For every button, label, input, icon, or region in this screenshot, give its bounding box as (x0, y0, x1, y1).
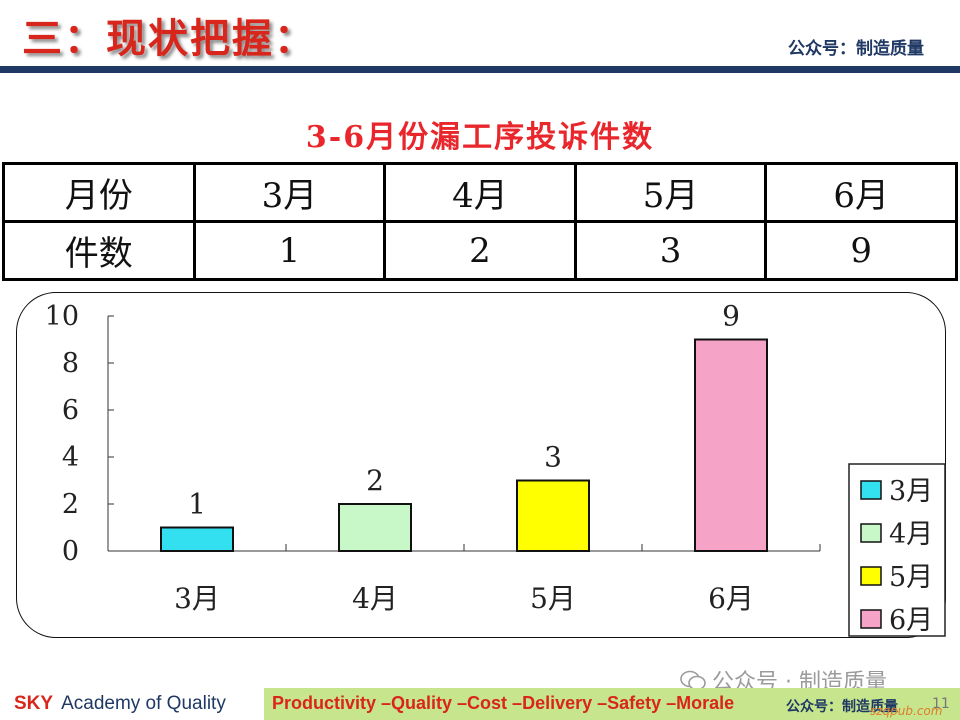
data-table: 月份 3月 4月 5月 6月 件数 1 2 3 9 (2, 162, 958, 281)
footer-brand: SKY Academy of Quality (14, 693, 226, 715)
x-tick-label: 6月 (708, 582, 754, 615)
footer-brand-mark: SKY (14, 693, 54, 714)
table-row: 月份 3月 4月 5月 6月 (2, 162, 958, 223)
legend-swatch (860, 566, 882, 586)
wechat-icon (680, 670, 706, 691)
bar (338, 503, 412, 552)
table-cell: 9 (764, 220, 958, 281)
y-tick-label: 4 (62, 442, 79, 473)
footer-brand-text: Academy of Quality (61, 693, 226, 714)
data-label: 2 (366, 464, 384, 497)
table-cell: 5月 (573, 162, 768, 223)
footer: SKY Academy of Quality Productivity –Qual… (0, 688, 960, 720)
legend-swatch (860, 523, 882, 543)
bar (516, 479, 590, 552)
legend-swatch (860, 480, 882, 500)
footer-slogan: Productivity –Quality –Cost –Delivery –S… (272, 693, 735, 713)
bar (694, 338, 768, 552)
footer-band (264, 688, 960, 720)
header-account: 公众号：制造质量 (788, 39, 924, 59)
y-tick-label: 0 (62, 536, 79, 567)
bar (160, 526, 234, 552)
slide-title: 三：现状把握： (22, 16, 316, 62)
x-tick-label: 4月 (352, 582, 398, 615)
table-cell: 1 (192, 220, 387, 281)
footer-account: 公众号：制造质量 (786, 699, 898, 715)
legend-label: 3月 (889, 476, 933, 507)
table-cell: 3月 (192, 162, 387, 223)
x-tick-label: 5月 (530, 582, 576, 615)
y-tick-label: 6 (62, 395, 79, 426)
legend-label: 4月 (889, 519, 933, 550)
legend-label: 6月 (889, 605, 933, 636)
table-cell: 3 (573, 220, 768, 281)
legend-label: 5月 (889, 562, 933, 593)
y-tick-label: 8 (62, 348, 79, 379)
x-tick-label: 3月 (174, 582, 220, 615)
table-cell: 6月 (764, 162, 958, 223)
table-cell: 月份 (2, 162, 196, 223)
data-label: 9 (722, 300, 740, 333)
table-cell: 2 (383, 220, 577, 281)
table-cell: 4月 (383, 162, 577, 223)
legend-swatch (860, 609, 882, 629)
data-label: 3 (544, 441, 562, 474)
chart-title: 3-6月份漏工序投诉件数 (305, 120, 655, 155)
page-number: 11 (932, 696, 950, 712)
data-label: 1 (188, 488, 206, 521)
table-row: 件数 1 2 3 9 (2, 220, 958, 281)
table-cell: 件数 (2, 220, 196, 281)
y-tick-label: 10 (45, 301, 79, 332)
header-rule (0, 66, 960, 73)
site-watermark: szqpub.com (870, 704, 943, 718)
y-tick-label: 2 (62, 489, 79, 520)
